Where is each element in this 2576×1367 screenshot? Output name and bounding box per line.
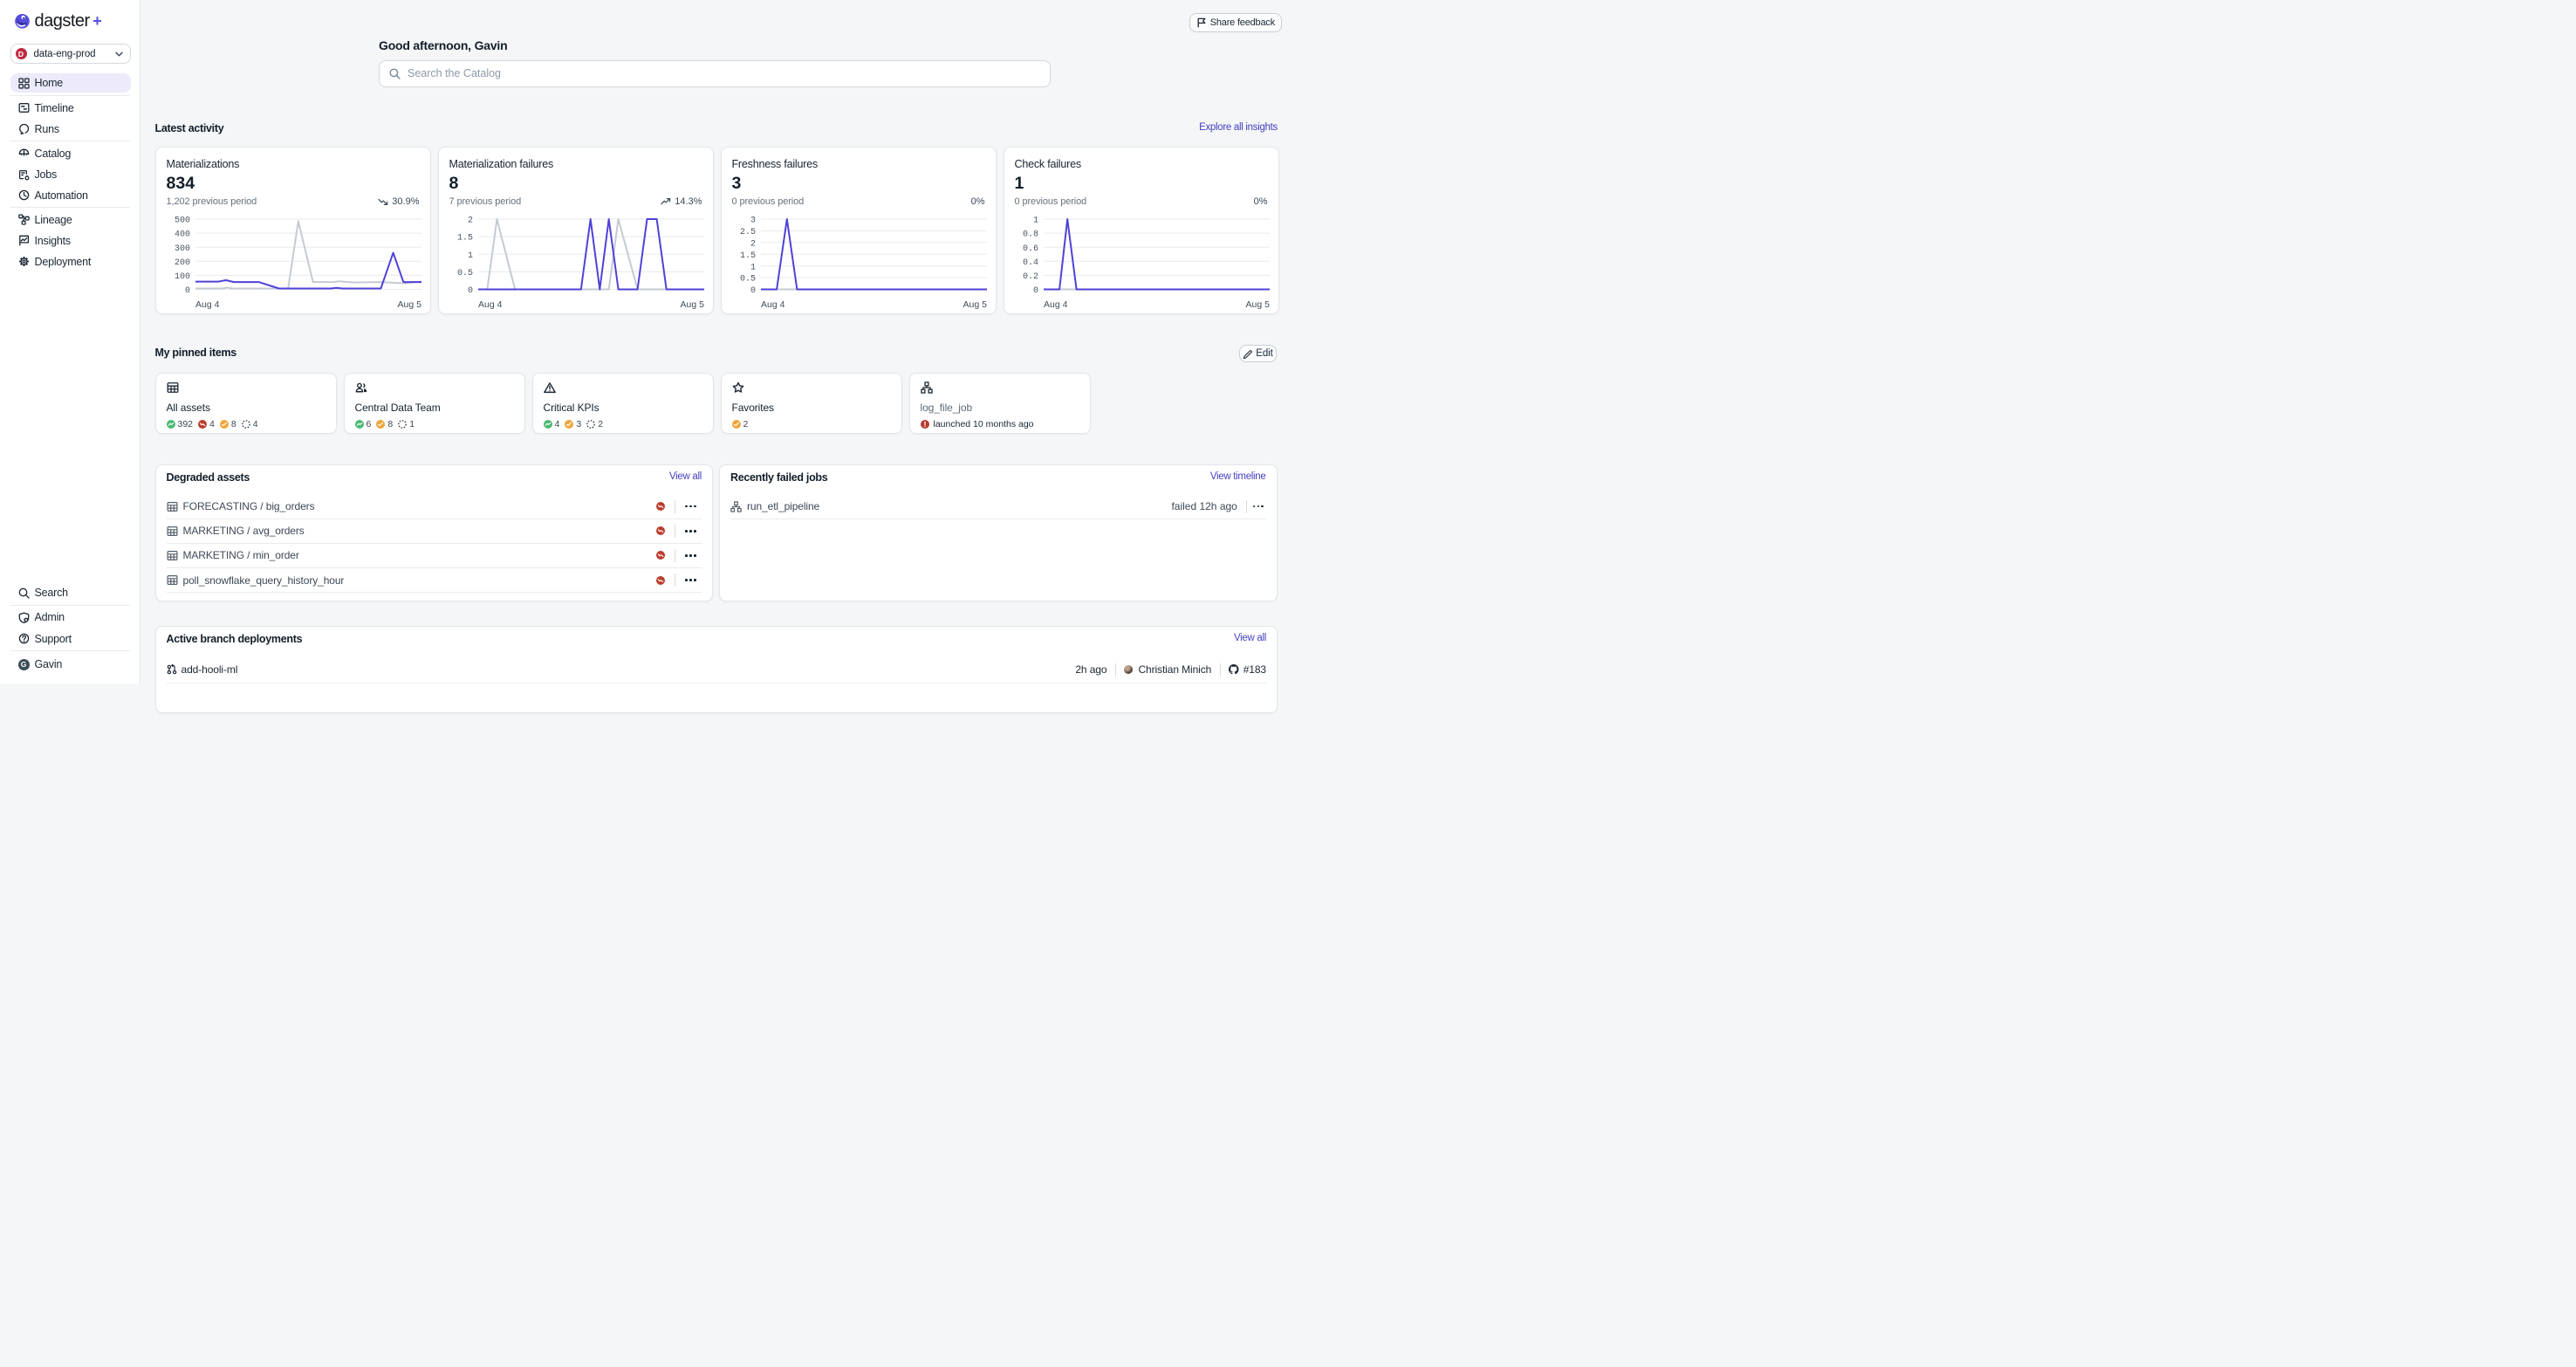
svg-text:0.5: 0.5 bbox=[456, 269, 472, 278]
svg-text:Aug 5: Aug 5 bbox=[680, 299, 703, 310]
svg-text:Aug 4: Aug 4 bbox=[1044, 299, 1068, 310]
svg-text:0.6: 0.6 bbox=[1022, 244, 1038, 253]
svg-text:1: 1 bbox=[1032, 216, 1038, 225]
svg-text:300: 300 bbox=[174, 244, 189, 253]
svg-text:Aug 4: Aug 4 bbox=[478, 299, 503, 310]
svg-text:1: 1 bbox=[750, 263, 755, 272]
svg-text:100: 100 bbox=[174, 272, 189, 282]
svg-text:Aug 4: Aug 4 bbox=[761, 299, 785, 310]
svg-text:0: 0 bbox=[184, 286, 189, 296]
svg-text:Aug 5: Aug 5 bbox=[397, 299, 421, 310]
svg-text:Aug 5: Aug 5 bbox=[1245, 299, 1269, 310]
svg-text:Aug 4: Aug 4 bbox=[195, 299, 220, 310]
svg-text:3: 3 bbox=[750, 216, 755, 225]
svg-text:0.5: 0.5 bbox=[739, 274, 755, 284]
svg-text:200: 200 bbox=[174, 258, 189, 267]
svg-text:2: 2 bbox=[467, 216, 472, 225]
svg-text:1: 1 bbox=[467, 251, 472, 260]
svg-text:2: 2 bbox=[750, 239, 755, 249]
svg-text:0: 0 bbox=[467, 286, 472, 296]
svg-text:0.2: 0.2 bbox=[1022, 272, 1038, 282]
svg-text:1.5: 1.5 bbox=[456, 233, 472, 243]
svg-text:0: 0 bbox=[1032, 286, 1038, 296]
svg-text:0.8: 0.8 bbox=[1022, 230, 1038, 239]
svg-text:0: 0 bbox=[750, 286, 755, 296]
svg-text:2.5: 2.5 bbox=[739, 228, 755, 237]
svg-text:1.5: 1.5 bbox=[739, 251, 755, 260]
svg-text:500: 500 bbox=[174, 216, 189, 225]
svg-text:0.4: 0.4 bbox=[1022, 258, 1038, 267]
svg-text:400: 400 bbox=[174, 230, 189, 239]
svg-text:Aug 5: Aug 5 bbox=[963, 299, 986, 310]
